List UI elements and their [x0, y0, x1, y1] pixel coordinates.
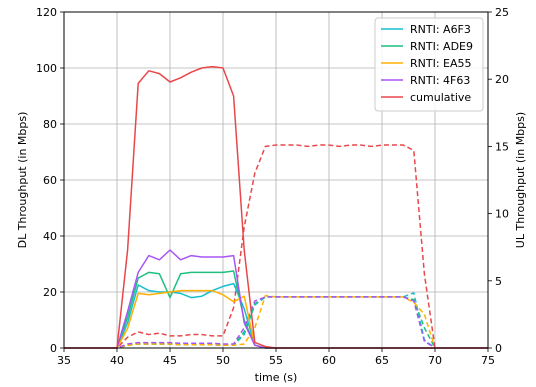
legend-label-rnti-4f63: RNTI: 4F63	[410, 74, 470, 87]
y-right-tick-label-0: 0	[495, 342, 502, 355]
x-axis-label: time (s)	[255, 371, 298, 384]
y-left-tick-label-0: 0	[50, 342, 57, 355]
x-tick-label-75: 75	[481, 354, 495, 367]
x-tick-label-45: 45	[163, 354, 177, 367]
legend: RNTI: A6F3 RNTI: ADE9 RNTI: EA55 RNTI: 4F63…	[374, 17, 484, 112]
y-left-tick-label-60: 60	[43, 174, 57, 187]
y-right-tick-label-10: 10	[495, 208, 509, 221]
x-tick-label-40: 40	[110, 354, 124, 367]
x-tick-label-60: 60	[322, 354, 336, 367]
ul-series-9-line	[64, 144, 488, 349]
x-tick-label-70: 70	[428, 354, 442, 367]
legend-label-rnti-ade9: RNTI: ADE9	[410, 40, 473, 53]
legend-box	[374, 17, 484, 112]
legend-label-rnti-a6f3: RNTI: A6F3	[410, 23, 471, 36]
y-left-tick-label-40: 40	[43, 230, 57, 243]
y-axis-right-label: UL Throughput (in Mbps)	[514, 112, 527, 248]
x-tick-label-50: 50	[216, 354, 230, 367]
y-left-tick-label-120: 120	[36, 6, 57, 19]
y-left-tick-label-20: 20	[43, 286, 57, 299]
y-left-tick-label-100: 100	[36, 62, 57, 75]
y-axis-left-label: DL Throughput (in Mbps)	[16, 112, 29, 249]
x-tick-label-65: 65	[375, 354, 389, 367]
y-left-tick-label-80: 80	[43, 118, 57, 131]
y-right-tick-label-15: 15	[495, 140, 509, 153]
x-tick-label-35: 35	[57, 354, 71, 367]
y-right-tick-label-5: 5	[495, 275, 502, 288]
legend-label-rnti-ea55: RNTI: EA55	[410, 57, 472, 70]
y-right-tick-label-25: 25	[495, 6, 509, 19]
legend-label-cumulative: cumulative	[410, 91, 471, 104]
x-tick-label-55: 55	[269, 354, 283, 367]
ul-series-8-line	[64, 296, 488, 349]
ticks-group: 35 40 45 50 55 60 65 70 750204060801001200510152…	[36, 6, 509, 367]
y-right-tick-label-20: 20	[495, 73, 509, 86]
